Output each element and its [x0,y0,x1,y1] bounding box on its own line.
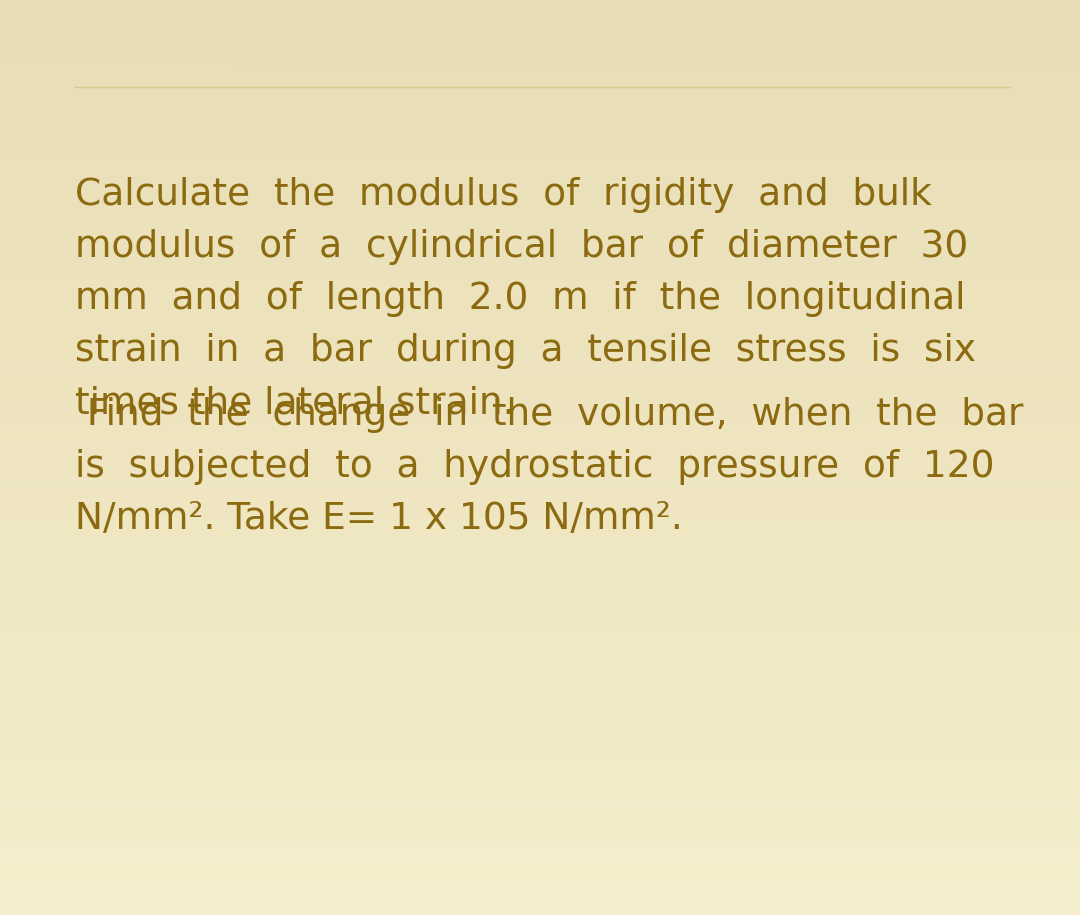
Text: mm  and  of  length  2.0  m  if  the  longitudinal: mm and of length 2.0 m if the longitudin… [75,281,966,317]
Text: Calculate  the  modulus  of  rigidity  and  bulk: Calculate the modulus of rigidity and bu… [75,177,932,213]
Text: Find  the  change  in  the  volume,  when  the  bar: Find the change in the volume, when the … [75,397,1024,433]
Text: strain  in  a  bar  during  a  tensile  stress  is  six: strain in a bar during a tensile stress … [75,333,976,369]
Text: N/mm². Take E= 1 x 105 N/mm².: N/mm². Take E= 1 x 105 N/mm². [75,501,683,537]
Text: modulus  of  a  cylindrical  bar  of  diameter  30: modulus of a cylindrical bar of diameter… [75,229,969,265]
Text: is  subjected  to  a  hydrostatic  pressure  of  120: is subjected to a hydrostatic pressure o… [75,449,995,485]
Text: times the lateral strain.: times the lateral strain. [75,385,514,421]
